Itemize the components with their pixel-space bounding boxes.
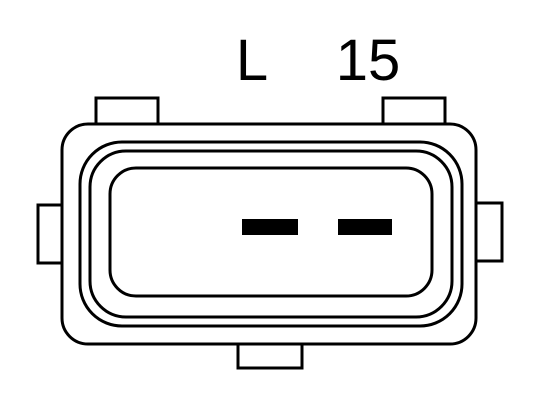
housing-rim-inner <box>88 149 454 319</box>
socket-cavity <box>108 166 434 298</box>
terminal-label-l: L <box>236 28 268 93</box>
terminal-pin-l <box>242 219 298 235</box>
terminal-pin-15 <box>338 219 392 235</box>
terminal-label-15: 15 <box>336 28 401 93</box>
housing-rim-outer <box>78 140 464 328</box>
